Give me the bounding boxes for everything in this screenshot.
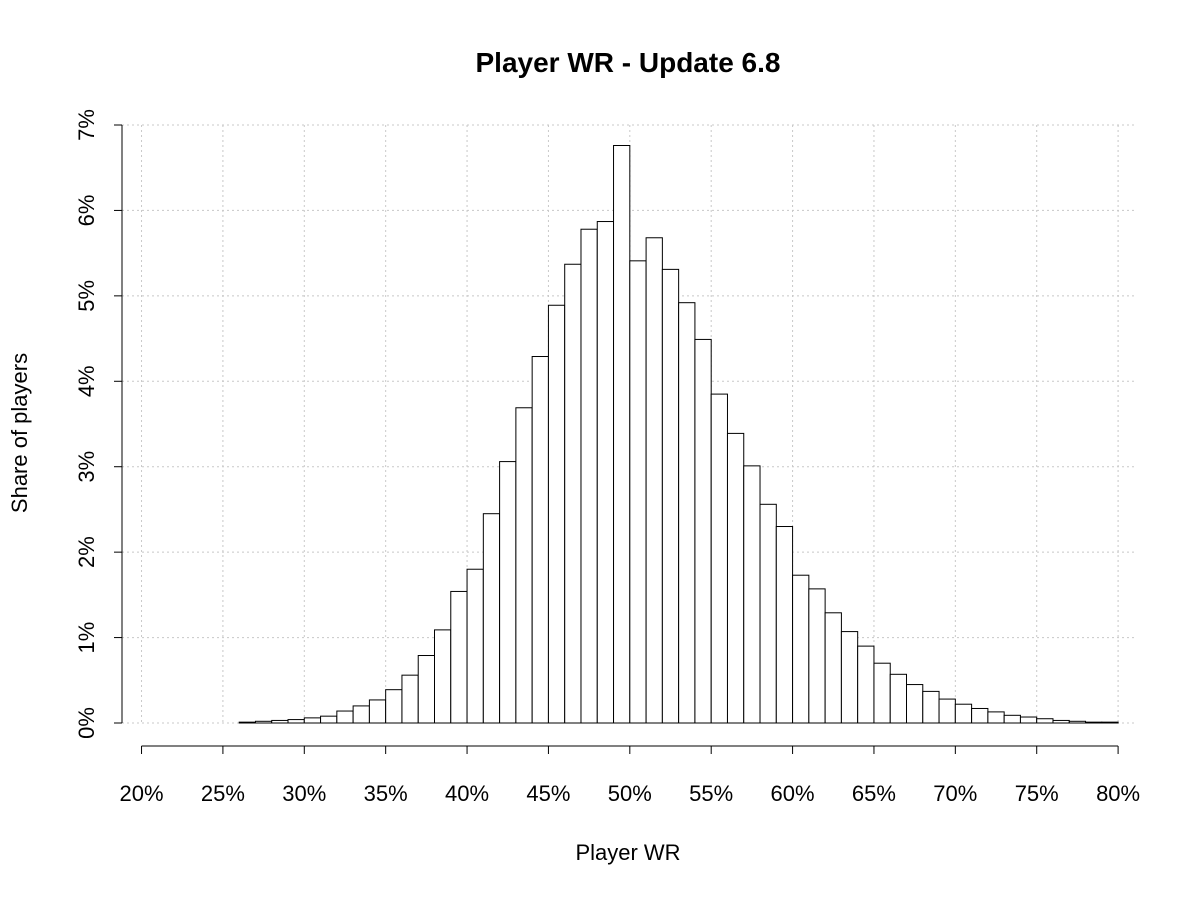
histogram-bar xyxy=(645,237,663,724)
histogram-bar xyxy=(352,705,370,724)
histogram-bar xyxy=(271,719,289,724)
histogram-bar xyxy=(1101,721,1119,724)
chart-title: Player WR - Update 6.8 xyxy=(476,47,781,78)
histogram-bar xyxy=(792,574,810,724)
histogram-bar xyxy=(515,407,533,724)
x-tick-label: 40% xyxy=(445,781,489,806)
y-tick-label: 3% xyxy=(74,451,99,483)
histogram-bar xyxy=(889,673,908,724)
x-tick-label: 80% xyxy=(1096,781,1140,806)
y-tick-label: 4% xyxy=(74,365,99,397)
y-tick-label: 2% xyxy=(74,536,99,568)
histogram-bar xyxy=(450,590,468,724)
histogram-bar xyxy=(417,655,436,724)
histogram-bar xyxy=(971,707,989,724)
x-tick-label: 25% xyxy=(201,781,245,806)
histogram-bar xyxy=(1036,718,1054,724)
histogram-bar xyxy=(922,690,940,724)
histogram-bar xyxy=(840,631,859,724)
x-tick-label: 55% xyxy=(689,781,733,806)
x-tick-label: 75% xyxy=(1015,781,1059,806)
histogram-bar xyxy=(1068,720,1087,724)
histogram-bar xyxy=(613,145,631,724)
histogram-bar xyxy=(857,645,875,724)
y-tick-label: 1% xyxy=(74,622,99,654)
histogram-bar xyxy=(629,260,647,724)
histogram-bar xyxy=(482,513,501,724)
histogram-bar xyxy=(873,662,891,724)
histogram-bar xyxy=(336,710,354,724)
histogram-bar xyxy=(710,393,728,724)
histogram-bar xyxy=(1019,716,1038,724)
histogram-bar xyxy=(303,717,322,724)
histogram-bar xyxy=(287,719,305,724)
histogram-bar xyxy=(906,684,924,724)
x-tick-label: 65% xyxy=(852,781,896,806)
histogram-bars xyxy=(238,145,1119,724)
histogram-bar xyxy=(385,689,403,724)
histogram-bar xyxy=(987,711,1005,724)
histogram-bar xyxy=(1003,714,1021,724)
histogram-bar xyxy=(694,338,712,724)
y-tick-label: 5% xyxy=(74,280,99,312)
histogram-bar xyxy=(596,221,615,724)
histogram-bar xyxy=(661,268,680,724)
histogram-bar xyxy=(434,629,452,724)
histogram-bar xyxy=(564,263,582,724)
histogram-bar xyxy=(775,526,794,724)
x-tick-label: 20% xyxy=(120,781,164,806)
histogram-bar xyxy=(678,302,696,724)
histogram-bar xyxy=(824,612,842,724)
histogram-bar xyxy=(938,698,956,724)
y-tick-label: 7% xyxy=(74,109,99,141)
histogram-bar xyxy=(743,465,761,724)
x-tick-label: 35% xyxy=(364,781,408,806)
x-tick-label: 60% xyxy=(771,781,815,806)
x-tick-label: 70% xyxy=(933,781,977,806)
histogram-bar xyxy=(254,720,273,724)
x-axis-label: Player WR xyxy=(575,840,680,865)
histogram-bar xyxy=(499,461,517,724)
y-axis-label: Share of players xyxy=(7,353,32,513)
histogram-bar xyxy=(808,588,826,724)
histogram-bar xyxy=(547,304,566,724)
histogram-bar xyxy=(726,432,745,724)
y-tick-label: 6% xyxy=(74,195,99,227)
x-tick-label: 45% xyxy=(526,781,570,806)
histogram-bar xyxy=(1052,719,1070,724)
histogram-bar xyxy=(759,503,777,724)
histogram-bar xyxy=(466,568,484,724)
histogram-bar xyxy=(954,703,973,724)
histogram-bar xyxy=(1085,721,1103,724)
histogram-bar xyxy=(580,228,598,724)
axes: 0% 1% 2% 3% 4% 5% 6% 7% 20% 25% 30% 35% 40% 45% 50% 55%… xyxy=(74,109,1140,806)
histogram-bar xyxy=(401,674,419,724)
histogram-bar xyxy=(368,699,387,724)
x-tick-label: 50% xyxy=(608,781,652,806)
histogram-bar xyxy=(531,356,549,724)
histogram-bar xyxy=(238,721,256,724)
histogram-bar xyxy=(320,715,338,724)
y-tick-label: 0% xyxy=(74,707,99,739)
x-tick-label: 30% xyxy=(282,781,326,806)
